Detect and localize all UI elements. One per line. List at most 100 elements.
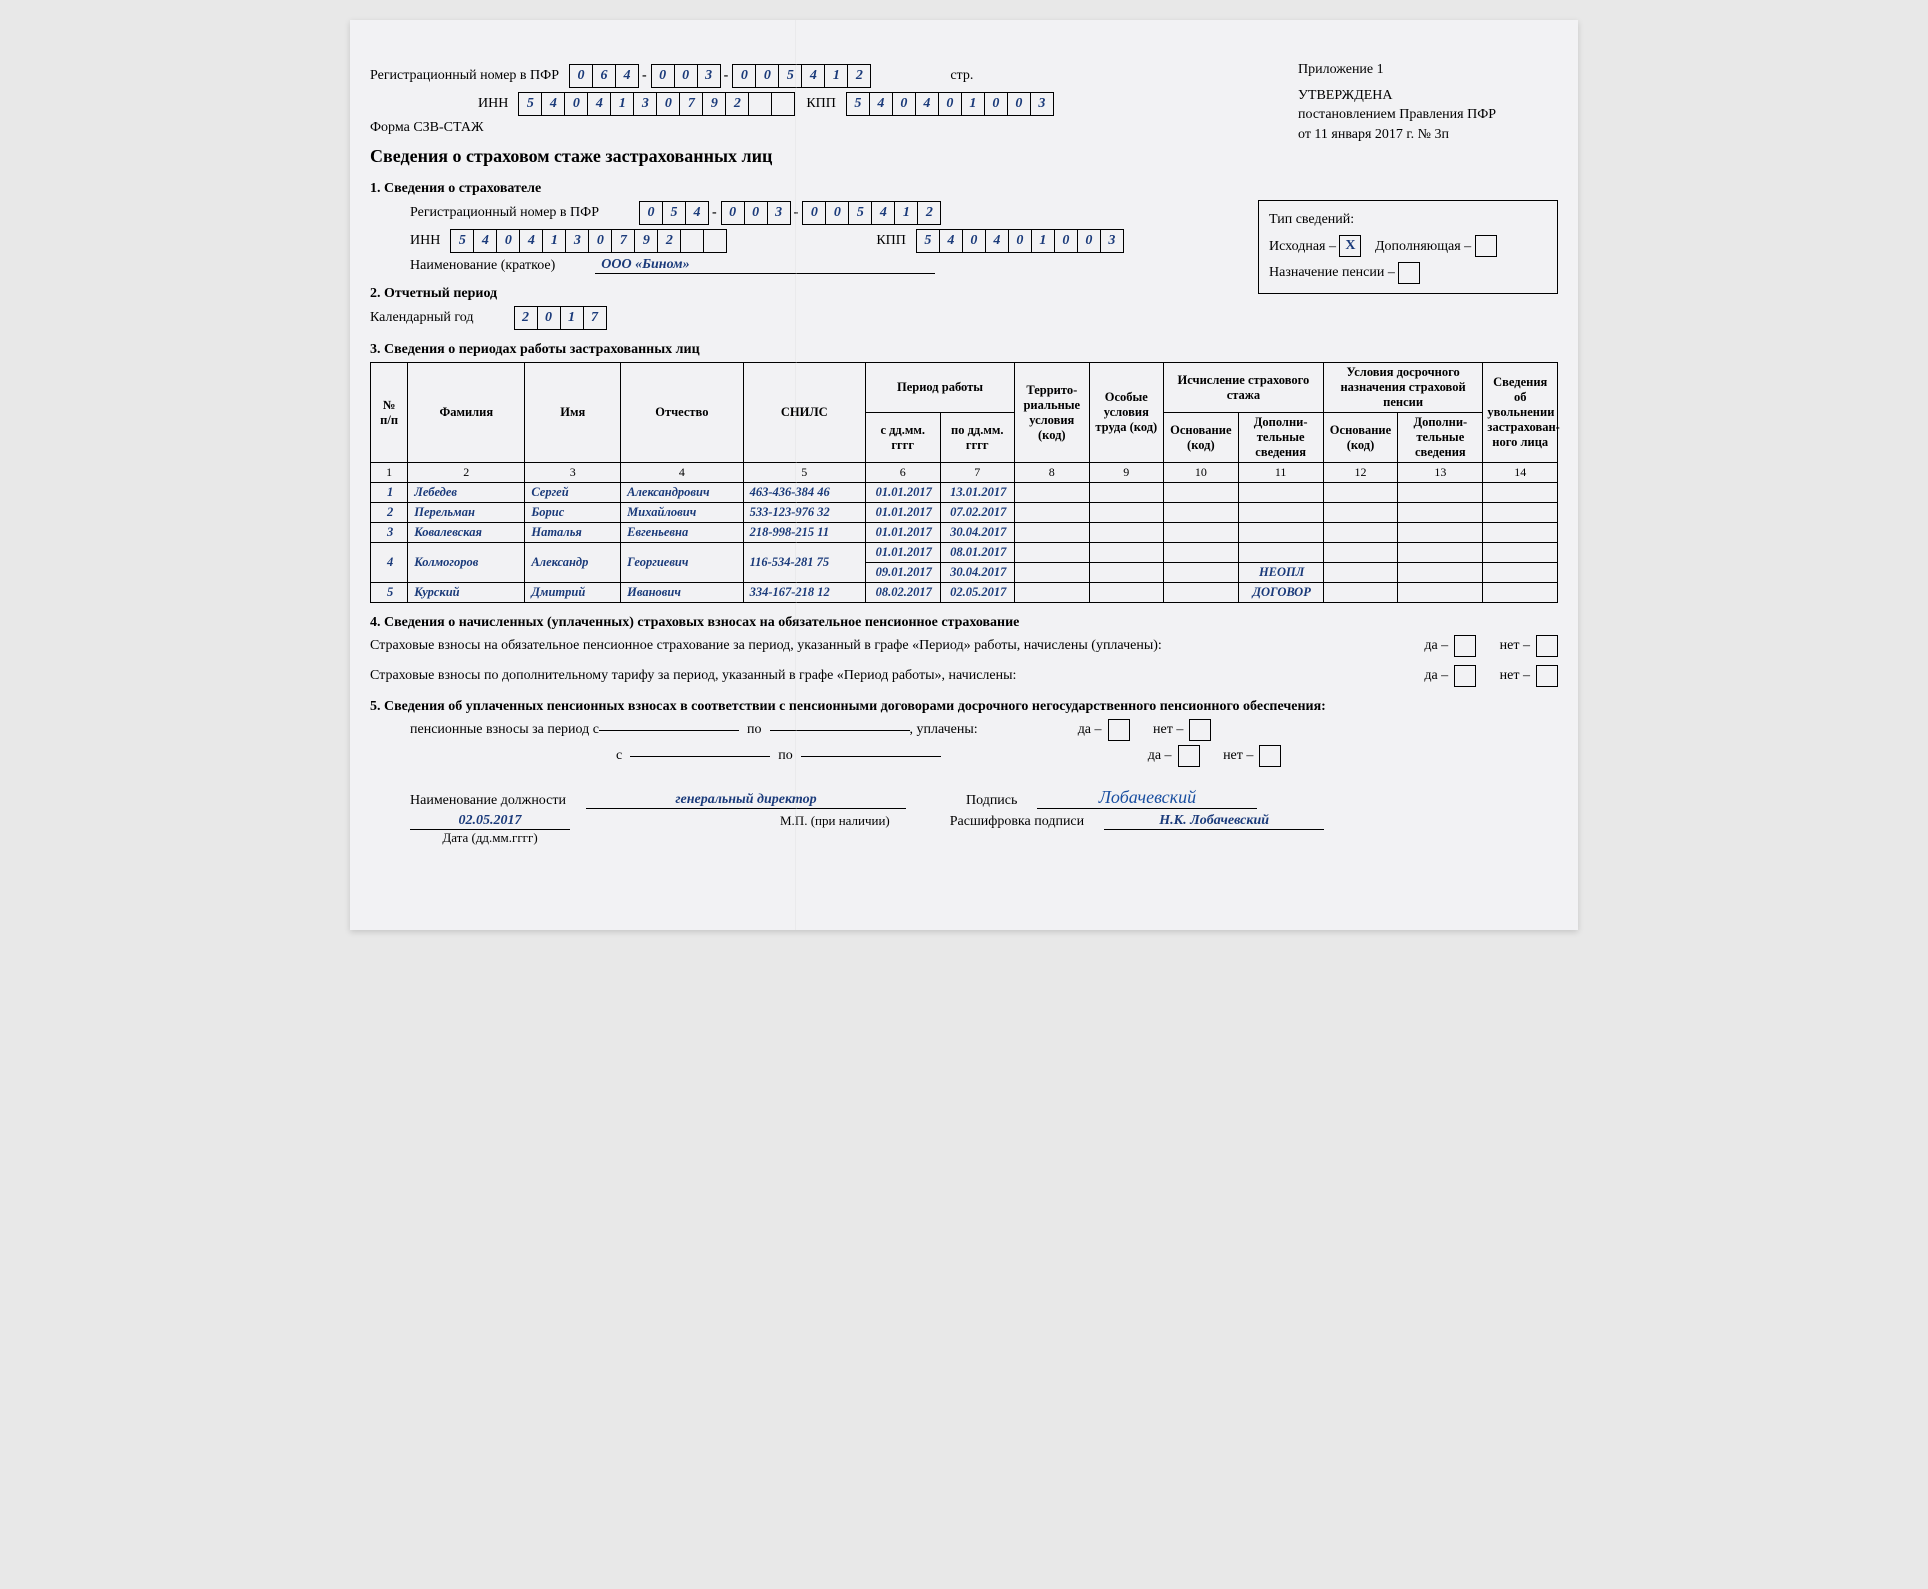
s1-inn-label: ИНН	[410, 233, 440, 249]
kpp-label-top: КПП	[806, 96, 836, 112]
colnum: 12	[1323, 463, 1398, 483]
digit-cell: 9	[702, 92, 726, 116]
digit-cell: 9	[634, 229, 658, 253]
s4-l1-no[interactable]	[1536, 635, 1558, 657]
digit-cell: 4	[587, 92, 611, 116]
digit-cell: 5	[916, 229, 940, 253]
date-value: 02.05.2017	[459, 813, 522, 828]
s1-kpp-label: КПП	[876, 233, 906, 249]
s5-period-from[interactable]	[599, 730, 739, 731]
table-row: 5КурскийДмитрийИванович334-167-218 1208.…	[371, 583, 1558, 603]
mp-label: М.П. (при наличии)	[780, 813, 890, 829]
s5-period2-to[interactable]	[801, 756, 941, 757]
colnum: 2	[408, 463, 525, 483]
type-initial-label: Исходная –	[1269, 239, 1336, 254]
digit-cell: 5	[450, 229, 474, 253]
colnum: 11	[1238, 463, 1323, 483]
digit-cell: 1	[542, 229, 566, 253]
s5-line1a: пенсионные взносы за период с	[410, 722, 599, 738]
colnum: 7	[940, 463, 1015, 483]
type-pension-checkbox[interactable]	[1398, 262, 1420, 284]
th-num: № п/п	[371, 363, 408, 463]
s4-line2: Страховые взносы по дополнительному тари…	[370, 668, 1016, 684]
s5-l2-yes[interactable]	[1178, 745, 1200, 767]
digit-cell: 7	[583, 306, 607, 330]
digit-cell: 0	[537, 306, 561, 330]
inn-label-top: ИНН	[478, 96, 508, 112]
s4-line1: Страховые взносы на обязательное пенсион…	[370, 638, 1162, 654]
th-patronymic: Отчество	[621, 363, 743, 463]
colnum: 4	[621, 463, 743, 483]
digit-cell: 2	[514, 306, 538, 330]
s5-paid: , уплачены:	[910, 722, 978, 738]
decipher-value: Н.К. Лобачевский	[1159, 813, 1269, 828]
s5-l2-no[interactable]	[1259, 745, 1281, 767]
digit-cell: 3	[1030, 92, 1054, 116]
document-page: Приложение 1 УТВЕРЖДЕНА постановлением П…	[350, 20, 1578, 930]
appendix-block: Приложение 1 УТВЕРЖДЕНА постановлением П…	[1298, 60, 1558, 144]
digit-cell: 4	[541, 92, 565, 116]
section4-heading: 4. Сведения о начисленных (уплаченных) с…	[370, 615, 1558, 631]
main-title: Сведения о страховом стаже застрахованны…	[370, 146, 1558, 167]
s4-no-label: нет –	[1500, 638, 1530, 654]
digit-cell: 0	[938, 92, 962, 116]
s5-l1-no[interactable]	[1189, 719, 1211, 741]
table-row: 1ЛебедевСергейАлександрович463-436-384 4…	[371, 483, 1558, 503]
appendix-num: Приложение 1	[1298, 60, 1558, 80]
digit-cell: 0	[892, 92, 916, 116]
signature-value: Лобачевский	[1099, 787, 1196, 807]
s1-inn-cells: 5404130792..	[450, 229, 726, 253]
s5-period2-from[interactable]	[630, 756, 770, 757]
digit-cell: 0	[721, 201, 745, 225]
th-basis2: Основание (код)	[1323, 413, 1398, 463]
colnum: 9	[1089, 463, 1164, 483]
s5-line1-row: пенсионные взносы за период с по , уплач…	[410, 719, 1558, 741]
digit-cell: 1	[560, 306, 584, 330]
s5-po2: по	[778, 748, 793, 764]
type-info-box: Тип сведений: Исходная – X Дополняющая –…	[1258, 200, 1558, 294]
s5-po1: по	[747, 722, 762, 738]
s4-yes-label2: да –	[1424, 668, 1448, 684]
section5-heading: 5. Сведения об уплаченных пенсионных взн…	[370, 699, 1558, 715]
s4-yes-label: да –	[1424, 638, 1448, 654]
s2-year-cells: 2017	[514, 306, 606, 330]
digit-cell: 0	[825, 201, 849, 225]
s1-reg-label: Регистрационный номер в ПФР	[410, 205, 599, 221]
digit-cell: 4	[985, 229, 1009, 253]
th-snils: СНИЛС	[743, 363, 865, 463]
type-additional-checkbox[interactable]	[1475, 235, 1497, 257]
th-lastname: Фамилия	[408, 363, 525, 463]
section3-heading: 3. Сведения о периодах работы застрахова…	[370, 342, 1558, 358]
digit-cell: 0	[674, 64, 698, 88]
digit-cell: 3	[697, 64, 721, 88]
digit-cell: 0	[496, 229, 520, 253]
s4-l2-no[interactable]	[1536, 665, 1558, 687]
type-pension-label: Назначение пенсии –	[1269, 265, 1395, 280]
colnum: 5	[743, 463, 865, 483]
digit-cell: 5	[662, 201, 686, 225]
reg-top-cells: 064-003-005412	[569, 64, 870, 88]
digit-cell: 3	[1100, 229, 1124, 253]
s5-l1-yes[interactable]	[1108, 719, 1130, 741]
digit-cell: 0	[564, 92, 588, 116]
digit-cell: .	[771, 92, 795, 116]
colnum: 13	[1398, 463, 1483, 483]
s5-period-to[interactable]	[770, 730, 910, 731]
digit-cell: 0	[744, 201, 768, 225]
th-terr: Террито- риальные условия (код)	[1015, 363, 1090, 463]
signature-label: Подпись	[966, 793, 1017, 809]
s4-no-label2: нет –	[1500, 668, 1530, 684]
digit-cell: 2	[847, 64, 871, 88]
reg-label-top: Регистрационный номер в ПФР	[370, 68, 559, 84]
th-early: Условия досрочного назначения страховой …	[1323, 363, 1483, 413]
s4-l1-yes[interactable]	[1454, 635, 1476, 657]
th-from: с дд.мм. гггг	[865, 413, 940, 463]
digit-cell: 4	[801, 64, 825, 88]
s5-yes1: да –	[1078, 722, 1102, 738]
digit-cell: 0	[984, 92, 1008, 116]
s4-l2-yes[interactable]	[1454, 665, 1476, 687]
kpp-top-cells: 540401003	[846, 92, 1053, 116]
digit-cell: 7	[611, 229, 635, 253]
type-initial-checkbox[interactable]: X	[1339, 235, 1361, 257]
digit-cell: 5	[848, 201, 872, 225]
